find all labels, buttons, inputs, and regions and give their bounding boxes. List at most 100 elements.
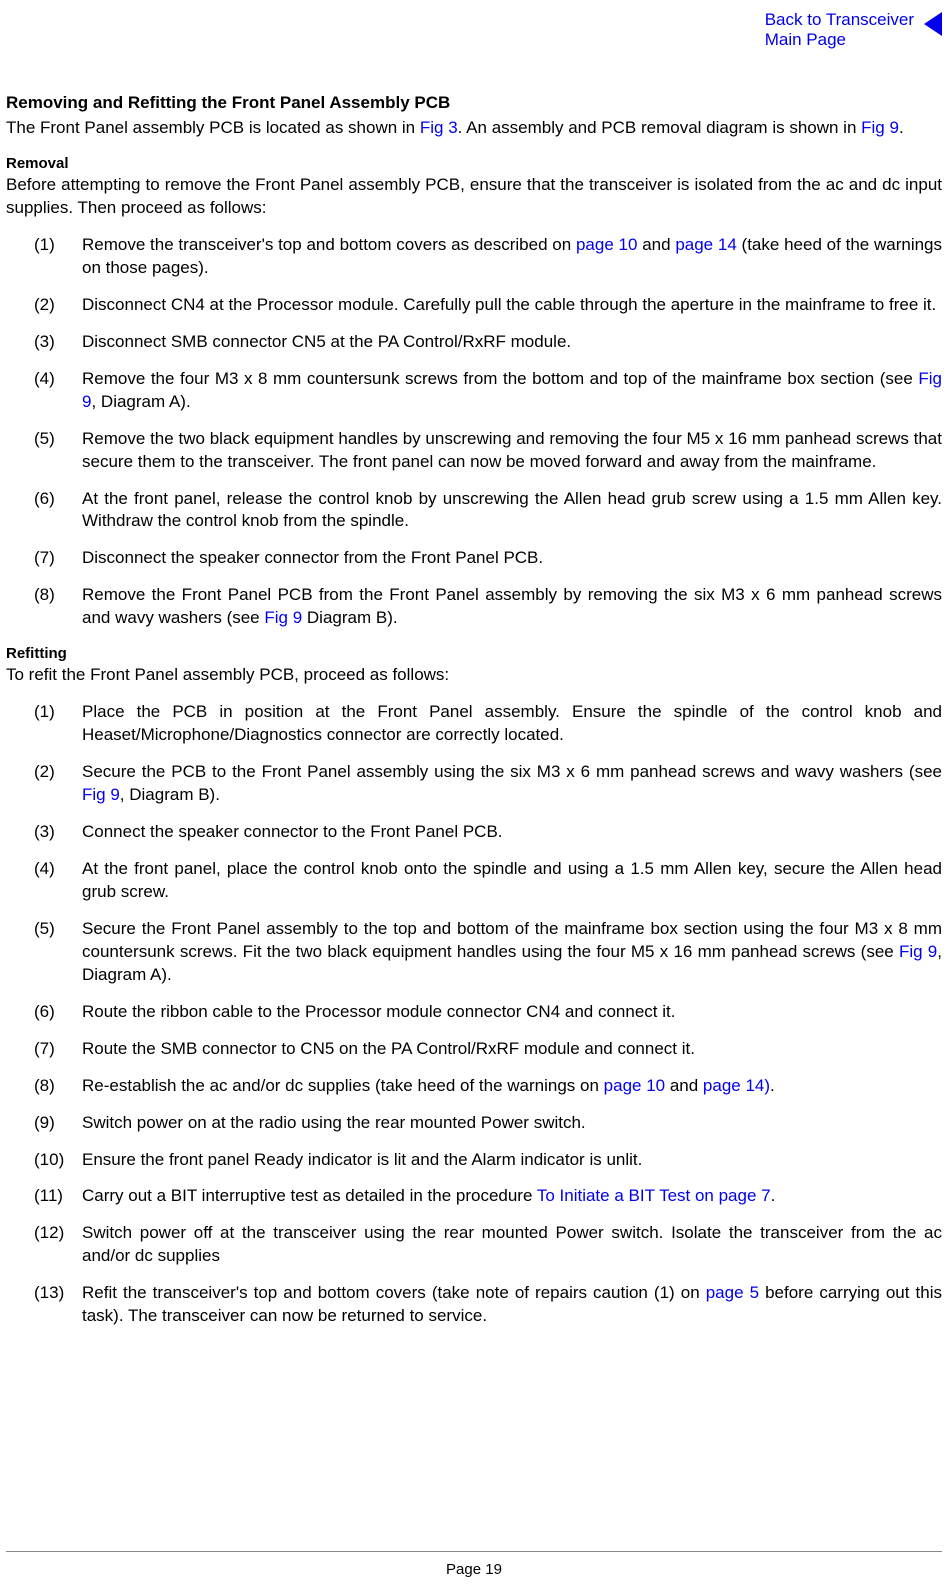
step-text-fragment: Carry out a BIT interruptive test as det… bbox=[82, 1186, 537, 1205]
section-title: Removing and Refitting the Front Panel A… bbox=[6, 92, 942, 115]
step-number: (6) bbox=[34, 1001, 82, 1024]
step-text-fragment: Remove the Front Panel PCB from the Fron… bbox=[82, 585, 942, 627]
step-text-fragment: . bbox=[770, 1076, 775, 1095]
removal-steps: (1)Remove the transceiver's top and bott… bbox=[6, 234, 942, 630]
step-text: Disconnect the speaker connector from th… bbox=[82, 547, 942, 570]
step-text: Refit the transceiver's top and bottom c… bbox=[82, 1282, 942, 1328]
step-number: (10) bbox=[34, 1149, 82, 1172]
step-item: (4)Remove the four M3 x 8 mm countersunk… bbox=[34, 368, 942, 414]
inline-link[interactable]: Fig 9 bbox=[82, 785, 120, 804]
step-item: (6)Route the ribbon cable to the Process… bbox=[34, 1001, 942, 1024]
step-text-fragment: Place the PCB in position at the Front P… bbox=[82, 702, 942, 744]
step-number: (4) bbox=[34, 858, 82, 904]
step-number: (5) bbox=[34, 428, 82, 474]
step-text: Disconnect SMB connector CN5 at the PA C… bbox=[82, 331, 942, 354]
step-text: Secure the PCB to the Front Panel assemb… bbox=[82, 761, 942, 807]
step-number: (6) bbox=[34, 488, 82, 534]
step-number: (8) bbox=[34, 1075, 82, 1098]
step-item: (8)Remove the Front Panel PCB from the F… bbox=[34, 584, 942, 630]
intro-text-1: The Front Panel assembly PCB is located … bbox=[6, 118, 420, 137]
step-text-fragment: Disconnect SMB connector CN5 at the PA C… bbox=[82, 332, 571, 351]
inline-link[interactable]: Fig 9 bbox=[264, 608, 302, 627]
step-number: (1) bbox=[34, 234, 82, 280]
step-number: (5) bbox=[34, 918, 82, 987]
removal-heading: Removal bbox=[6, 154, 942, 174]
step-number: (4) bbox=[34, 368, 82, 414]
step-item: (7)Disconnect the speaker connector from… bbox=[34, 547, 942, 570]
step-item: (3)Connect the speaker connector to the … bbox=[34, 821, 942, 844]
footer-divider bbox=[6, 1551, 942, 1552]
step-text-fragment: Secure the PCB to the Front Panel assemb… bbox=[82, 762, 942, 781]
step-number: (8) bbox=[34, 584, 82, 630]
fig9-link[interactable]: Fig 9 bbox=[861, 118, 899, 137]
refitting-intro: To refit the Front Panel assembly PCB, p… bbox=[6, 664, 942, 687]
step-text: Switch power off at the transceiver usin… bbox=[82, 1222, 942, 1268]
step-text: Remove the transceiver's top and bottom … bbox=[82, 234, 942, 280]
step-item: (1)Place the PCB in position at the Fron… bbox=[34, 701, 942, 747]
step-text-fragment: Remove the transceiver's top and bottom … bbox=[82, 235, 576, 254]
step-text: Remove the four M3 x 8 mm countersunk sc… bbox=[82, 368, 942, 414]
step-number: (7) bbox=[34, 1038, 82, 1061]
header-nav: Back to Transceiver Main Page bbox=[765, 10, 942, 51]
step-text-fragment: , Diagram A). bbox=[91, 392, 190, 411]
step-text-fragment: , Diagram B). bbox=[120, 785, 220, 804]
back-to-main-link[interactable]: Back to Transceiver Main Page bbox=[765, 10, 914, 51]
step-text: Disconnect CN4 at the Processor module. … bbox=[82, 294, 942, 317]
step-text: Secure the Front Panel assembly to the t… bbox=[82, 918, 942, 987]
step-text-fragment: . bbox=[771, 1186, 776, 1205]
step-item: (5)Remove the two black equipment handle… bbox=[34, 428, 942, 474]
step-number: (12) bbox=[34, 1222, 82, 1268]
inline-link[interactable]: To Initiate a BIT Test on page 7 bbox=[537, 1186, 771, 1205]
page-footer: Page 19 bbox=[0, 1551, 948, 1580]
step-text-fragment: Disconnect CN4 at the Processor module. … bbox=[82, 295, 936, 314]
inline-link[interactable]: page 5 bbox=[706, 1283, 759, 1302]
inline-link[interactable]: page 10 bbox=[576, 235, 637, 254]
step-text-fragment: Diagram B). bbox=[302, 608, 397, 627]
step-text: Carry out a BIT interruptive test as det… bbox=[82, 1185, 942, 1208]
removal-intro: Before attempting to remove the Front Pa… bbox=[6, 174, 942, 220]
step-text: At the front panel, release the control … bbox=[82, 488, 942, 534]
step-text-fragment: Route the SMB connector to CN5 on the PA… bbox=[82, 1039, 695, 1058]
step-text: Place the PCB in position at the Front P… bbox=[82, 701, 942, 747]
refitting-steps: (1)Place the PCB in position at the Fron… bbox=[6, 701, 942, 1328]
step-text-fragment: Secure the Front Panel assembly to the t… bbox=[82, 919, 942, 961]
step-number: (2) bbox=[34, 294, 82, 317]
step-text-fragment: and bbox=[637, 235, 675, 254]
inline-link[interactable]: page 14 bbox=[675, 235, 736, 254]
step-item: (4)At the front panel, place the control… bbox=[34, 858, 942, 904]
step-text: Route the ribbon cable to the Processor … bbox=[82, 1001, 942, 1024]
step-text-fragment: Remove the four M3 x 8 mm countersunk sc… bbox=[82, 369, 918, 388]
step-number: (13) bbox=[34, 1282, 82, 1328]
step-text-fragment: Disconnect the speaker connector from th… bbox=[82, 548, 543, 567]
step-number: (3) bbox=[34, 331, 82, 354]
step-text: Re-establish the ac and/or dc supplies (… bbox=[82, 1075, 942, 1098]
page-content: Removing and Refitting the Front Panel A… bbox=[6, 0, 942, 1328]
step-text: At the front panel, place the control kn… bbox=[82, 858, 942, 904]
refitting-heading: Refitting bbox=[6, 644, 942, 664]
intro-text-3: . bbox=[899, 118, 904, 137]
step-number: (3) bbox=[34, 821, 82, 844]
step-text: Route the SMB connector to CN5 on the PA… bbox=[82, 1038, 942, 1061]
step-text: Remove the two black equipment handles b… bbox=[82, 428, 942, 474]
inline-link[interactable]: Fig 9 bbox=[899, 942, 937, 961]
inline-link[interactable]: page 14) bbox=[703, 1076, 770, 1095]
step-number: (2) bbox=[34, 761, 82, 807]
step-text-fragment: Connect the speaker connector to the Fro… bbox=[82, 822, 503, 841]
step-number: (11) bbox=[34, 1185, 82, 1208]
step-item: (8)Re-establish the ac and/or dc supplie… bbox=[34, 1075, 942, 1098]
fig3-link[interactable]: Fig 3 bbox=[420, 118, 458, 137]
inline-link[interactable]: page 10 bbox=[604, 1076, 665, 1095]
step-number: (1) bbox=[34, 701, 82, 747]
step-text: Switch power on at the radio using the r… bbox=[82, 1112, 942, 1135]
step-item: (1)Remove the transceiver's top and bott… bbox=[34, 234, 942, 280]
step-item: (2)Disconnect CN4 at the Processor modul… bbox=[34, 294, 942, 317]
step-item: (12)Switch power off at the transceiver … bbox=[34, 1222, 942, 1268]
step-text-fragment: At the front panel, release the control … bbox=[82, 489, 942, 531]
step-text-fragment: Route the ribbon cable to the Processor … bbox=[82, 1002, 675, 1021]
step-item: (11)Carry out a BIT interruptive test as… bbox=[34, 1185, 942, 1208]
page-number: Page 19 bbox=[446, 1561, 502, 1578]
step-text: Remove the Front Panel PCB from the Fron… bbox=[82, 584, 942, 630]
step-number: (7) bbox=[34, 547, 82, 570]
back-arrow-icon[interactable] bbox=[918, 12, 942, 36]
step-item: (7)Route the SMB connector to CN5 on the… bbox=[34, 1038, 942, 1061]
